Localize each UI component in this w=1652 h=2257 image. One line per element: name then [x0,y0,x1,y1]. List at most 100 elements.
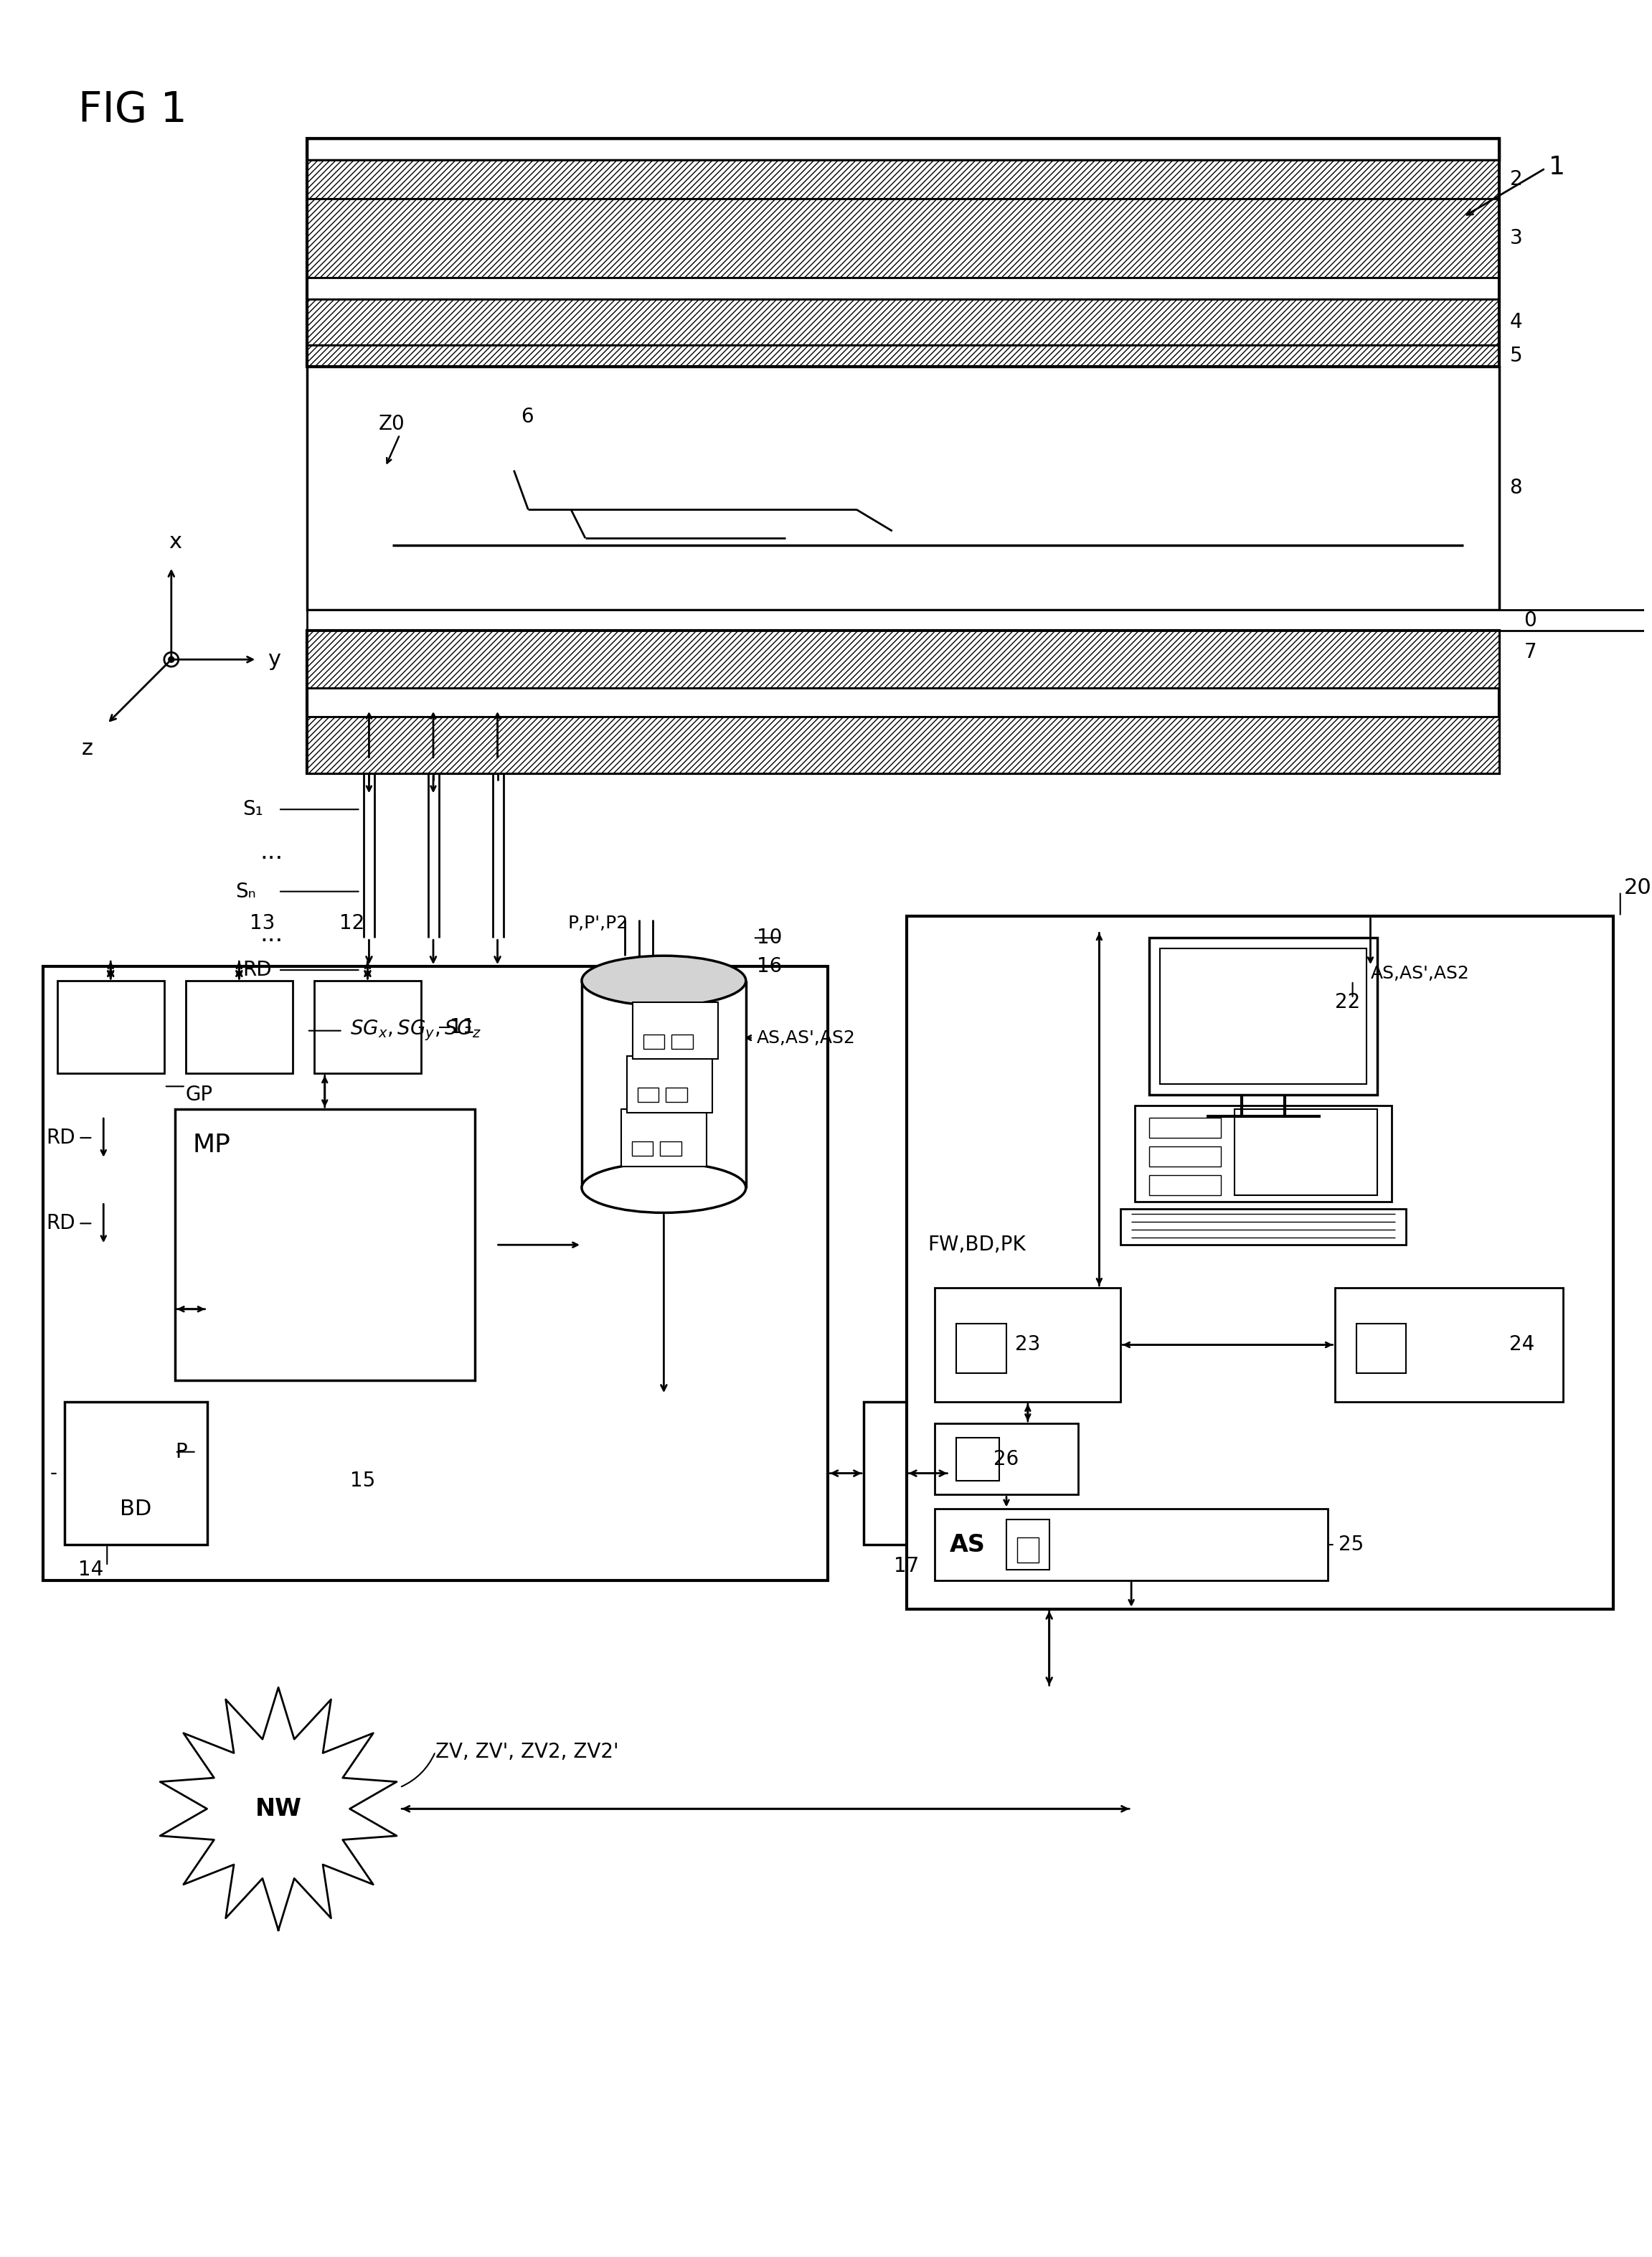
Bar [307,345,1498,368]
Bar [307,609,1652,632]
Bar [1018,1537,1039,1562]
Text: Z0: Z0 [378,413,405,433]
Circle shape [515,415,527,427]
Text: x: x [169,533,182,553]
Text: GP: GP [185,1086,213,1106]
Text: 17: 17 [894,1555,919,1575]
Bar [185,982,292,1074]
Bar [957,1323,1006,1372]
Bar [1006,1519,1049,1569]
Bar [314,982,421,1074]
Ellipse shape [582,1162,747,1212]
Bar [307,632,1498,688]
Text: 23: 23 [1014,1334,1041,1354]
Bar [307,160,1498,199]
Text: 15: 15 [350,1469,375,1490]
Bar [1135,1106,1393,1203]
Bar [307,632,1498,774]
Bar [1160,948,1366,1083]
Text: MP: MP [193,1133,231,1158]
Text: -: - [50,1463,58,1483]
Bar [633,1002,719,1059]
Bar [1234,1108,1378,1194]
Text: NW: NW [254,1797,302,1821]
Bar [666,1088,687,1101]
Bar [661,1142,682,1156]
Text: 25: 25 [1338,1535,1363,1555]
Text: RD: RD [46,1128,76,1149]
Text: 7: 7 [1523,643,1536,661]
Text: 3: 3 [1510,228,1523,248]
Text: $SG_x,SG_y,SG_z$: $SG_x,SG_y,SG_z$ [350,1018,481,1043]
Bar [631,1142,653,1156]
Text: 5: 5 [1510,345,1521,366]
Text: 0: 0 [1523,609,1536,630]
Bar [307,138,1498,160]
Text: y: y [268,650,281,670]
Bar [621,1108,707,1167]
Text: BD: BD [119,1499,152,1519]
Text: 6: 6 [520,406,534,427]
Bar [307,298,1498,345]
Bar [638,1088,659,1101]
Bar [672,1034,694,1050]
Ellipse shape [582,955,747,1007]
Bar [307,199,1498,278]
Text: AS: AS [950,1533,985,1557]
Text: FIG 1: FIG 1 [79,90,187,131]
Bar [1150,939,1378,1095]
Text: S₁: S₁ [243,799,263,819]
Bar [307,632,1498,688]
Text: 10: 10 [757,928,781,948]
Text: 22: 22 [1335,993,1360,1011]
Text: 1: 1 [1550,156,1566,178]
Bar [957,1438,999,1481]
Bar [307,138,1498,368]
Text: P: P [175,1442,187,1463]
Bar [1150,1176,1221,1194]
Bar [307,298,1498,345]
Text: 26: 26 [995,1449,1019,1469]
Text: ZV, ZV', ZV2, ZV2': ZV, ZV', ZV2, ZV2' [436,1742,618,1763]
Text: 4: 4 [1510,311,1521,332]
Bar [175,1108,474,1381]
Text: 24: 24 [1510,1334,1535,1354]
Text: ...: ... [259,923,282,946]
Text: AS,AS',AS2: AS,AS',AS2 [757,1029,856,1047]
Bar [64,1402,206,1544]
Bar [1150,1117,1221,1138]
Text: z: z [81,738,93,758]
Bar [1120,1210,1406,1246]
Bar [643,1034,664,1050]
Bar [58,982,164,1074]
Text: 2: 2 [1510,169,1521,190]
Bar [626,1056,712,1113]
Circle shape [169,657,173,661]
Bar [43,966,828,1580]
Text: 16: 16 [757,957,781,977]
Bar [307,718,1498,774]
Text: 8: 8 [1510,478,1521,499]
Bar [907,916,1612,1609]
Polygon shape [160,1688,396,1930]
Bar [935,1424,1077,1494]
Text: P,P',P2: P,P',P2 [567,914,628,932]
Text: RD: RD [243,959,273,980]
Text: Sₙ: Sₙ [236,882,256,901]
Text: FW,BD,PK: FW,BD,PK [928,1235,1026,1255]
Bar [935,1289,1120,1402]
Bar [864,1402,950,1544]
Text: 13: 13 [249,914,276,934]
Bar [1150,1147,1221,1167]
Bar [935,1510,1328,1580]
Text: RD: RD [46,1214,76,1235]
Text: 20: 20 [1624,878,1652,898]
Text: 11: 11 [449,1018,476,1038]
Bar [1335,1289,1563,1402]
Bar [1356,1323,1406,1372]
Bar [307,718,1498,774]
Bar [307,160,1498,199]
Bar [307,345,1498,368]
Bar [307,199,1498,278]
Text: AS,AS',AS2: AS,AS',AS2 [1371,966,1469,982]
